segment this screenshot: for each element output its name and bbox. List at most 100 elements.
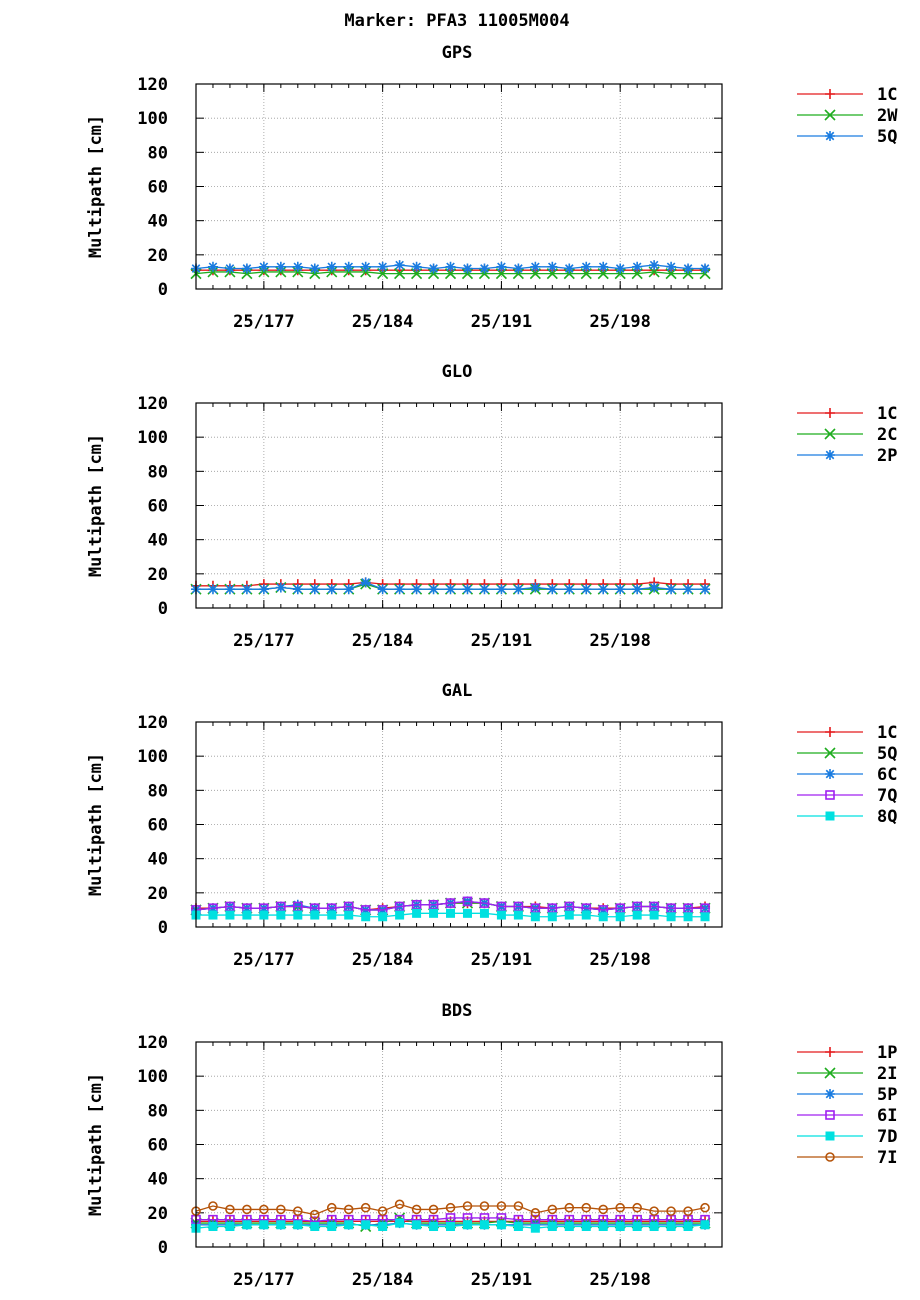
data-point (293, 901, 303, 912)
legend-label: 7I (877, 1148, 897, 1168)
data-point (700, 263, 711, 274)
data-point (564, 1222, 574, 1231)
data-point (225, 910, 235, 920)
data-point (411, 1204, 422, 1215)
data-point (394, 901, 405, 912)
data-point (825, 790, 835, 800)
data-point (479, 1220, 489, 1230)
y-tick-label: 80 (148, 462, 168, 482)
data-point (462, 263, 473, 274)
data-point (242, 1220, 252, 1230)
data-point (825, 450, 835, 460)
data-point (581, 1202, 592, 1213)
data-point (649, 910, 659, 920)
data-point (207, 584, 218, 595)
series-line (195, 1203, 706, 1216)
data-point (275, 266, 287, 278)
data-point (479, 1201, 490, 1211)
y-tick-label: 80 (148, 1101, 168, 1121)
legend-label: 5P (877, 1085, 897, 1105)
data-point (395, 1218, 405, 1228)
y-tick-label: 20 (148, 246, 168, 266)
data-point (700, 903, 710, 914)
data-point (276, 910, 286, 920)
data-point (241, 263, 252, 274)
series-7d (191, 1218, 710, 1233)
x-tick-label: 25/198 (589, 312, 650, 332)
data-point (462, 908, 472, 918)
data-point (479, 584, 490, 595)
data-point (411, 899, 422, 910)
data-point (513, 910, 523, 920)
data-point (293, 910, 303, 920)
data-point (700, 1220, 710, 1230)
series-7i (191, 1199, 710, 1220)
chart-title: GAL (442, 681, 473, 701)
data-point (513, 1201, 524, 1211)
y-tick-label: 80 (148, 143, 168, 163)
data-point (225, 1204, 235, 1215)
y-tick-label: 120 (137, 394, 168, 414)
y-tick-label: 0 (158, 918, 168, 938)
data-point (824, 109, 836, 121)
data-point (649, 582, 660, 593)
y-tick-label: 0 (158, 280, 168, 300)
data-point (530, 912, 540, 922)
series-7q (191, 896, 710, 915)
data-point (825, 811, 835, 821)
x-tick-label: 25/177 (233, 312, 294, 332)
chart-panel-gps: GPS Multipath [cm] 0 20 40 60 80 100 120 25/177 25… (86, 43, 898, 332)
data-point (207, 266, 219, 278)
data-point (632, 1222, 642, 1231)
data-point (632, 1202, 642, 1213)
data-point (327, 910, 337, 920)
legend-entry: 7I (797, 1148, 897, 1168)
legend-entry: 7Q (797, 786, 897, 806)
y-tick-label: 80 (148, 781, 168, 801)
data-point (530, 1223, 540, 1233)
data-point (343, 1204, 354, 1215)
data-point (310, 910, 320, 920)
y-tick-label: 120 (137, 75, 168, 95)
x-tick-label: 25/177 (233, 950, 294, 970)
data-point (666, 584, 677, 595)
data-point (513, 1222, 523, 1231)
legend-label: 6I (877, 1106, 897, 1126)
data-point (394, 1199, 405, 1210)
y-tick-label: 40 (148, 1170, 168, 1190)
data-point (326, 261, 337, 272)
data-point (344, 910, 354, 920)
data-point (462, 1220, 472, 1230)
data-point (496, 901, 507, 912)
data-point (326, 266, 338, 278)
data-point (581, 910, 591, 920)
legend-entry: 2W (797, 106, 898, 126)
data-point (411, 584, 422, 595)
data-point (258, 261, 269, 272)
data-point (513, 263, 524, 274)
data-point (547, 1204, 558, 1215)
data-point (825, 769, 835, 779)
data-point (208, 910, 218, 920)
x-tick-label: 25/191 (471, 631, 532, 651)
y-tick-label: 100 (137, 1067, 168, 1087)
data-point (649, 1222, 659, 1231)
data-point (615, 903, 625, 914)
data-point (225, 901, 235, 912)
x-tick-label: 25/191 (471, 312, 532, 332)
data-point (530, 582, 541, 593)
legend-label: 5Q (877, 127, 897, 147)
data-point (825, 131, 835, 141)
y-tick-label: 20 (148, 1204, 168, 1224)
data-point (462, 896, 473, 907)
data-point (615, 584, 626, 595)
data-point (699, 268, 711, 280)
legend-entry: 5P (797, 1085, 897, 1105)
page-title: Marker: PFA3 11005M004 (344, 11, 569, 31)
legend-entry: 2I (797, 1064, 897, 1084)
data-point (360, 1202, 371, 1213)
data-point (310, 1222, 320, 1231)
data-point (547, 903, 558, 914)
data-point (598, 1222, 608, 1231)
data-point (361, 912, 371, 922)
